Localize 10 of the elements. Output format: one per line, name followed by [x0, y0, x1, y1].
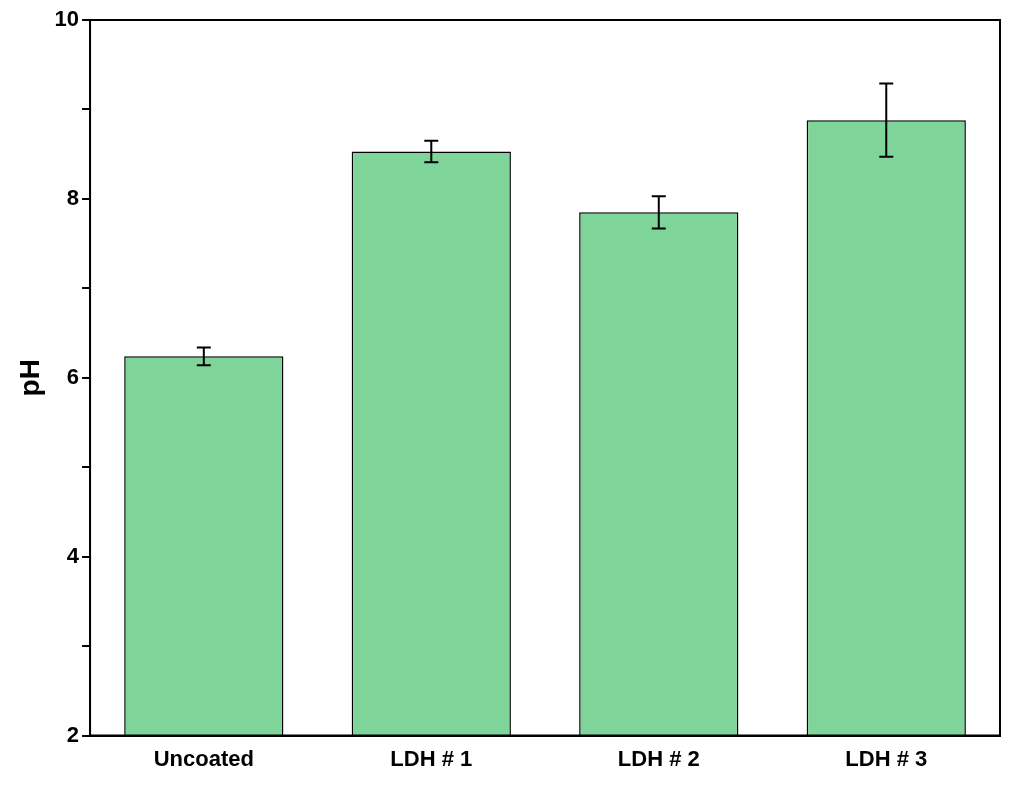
x-tick-label: Uncoated [153, 745, 254, 771]
y-tick-label: 10 [54, 6, 80, 32]
x-tick-label: LDH # 2 [617, 745, 700, 771]
x-tick-label: LDH # 1 [390, 745, 473, 771]
y-tick-label: 4 [66, 542, 80, 568]
y-tick-label: 2 [66, 721, 80, 747]
y-tick-label: 8 [66, 184, 80, 210]
y-axis-title: pH [13, 359, 45, 397]
y-tick-label: 6 [66, 363, 80, 389]
x-tick-label: LDH # 3 [845, 745, 928, 771]
